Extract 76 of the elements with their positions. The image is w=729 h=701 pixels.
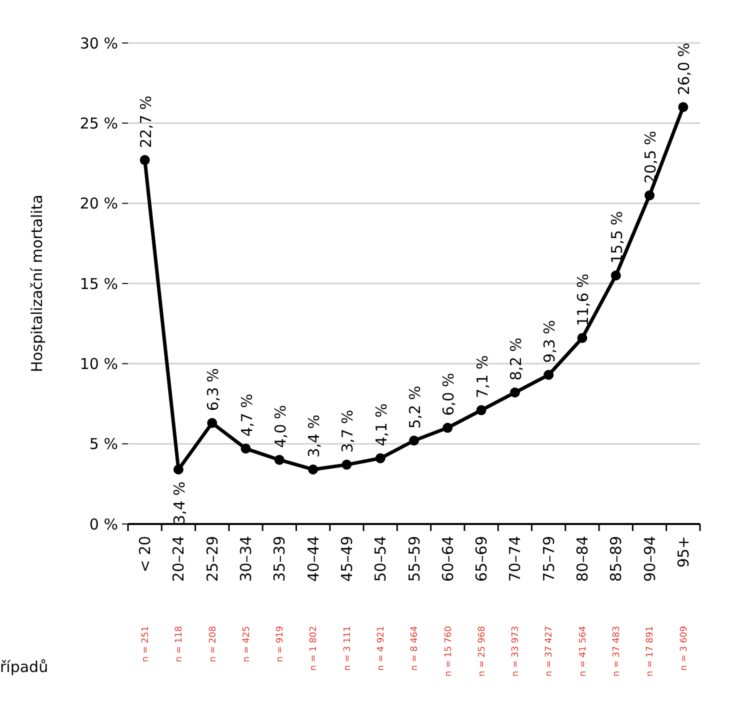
point (409, 436, 419, 446)
point (308, 464, 318, 474)
y-tick-label: 25 % (80, 114, 118, 132)
text: n = 17 891 (646, 626, 656, 676)
point (274, 454, 284, 465)
data-label: 26,0 % (675, 42, 694, 96)
text: n = 33 973 (511, 626, 522, 676)
point (476, 405, 486, 416)
x-tick-label: 95+ (674, 536, 692, 568)
x-tick-label: < 20 (136, 536, 154, 572)
x-tick-label: 30–34 (237, 536, 256, 582)
point (678, 102, 688, 112)
x-tick-label: 50–54 (372, 536, 390, 582)
text: řípadů (0, 658, 48, 676)
y-tick-label: 5 % (89, 435, 118, 454)
point (240, 444, 251, 454)
text: n = 37 427 (544, 626, 555, 676)
point (510, 388, 520, 398)
text: n = 41 564 (578, 626, 588, 676)
data-label: 11,6 % (574, 274, 592, 326)
text: n = 1 802 (309, 626, 320, 671)
text: n = 208 (208, 626, 218, 662)
point (140, 155, 150, 166)
x-tick-label: 65–69 (472, 536, 491, 582)
data-label: 9,3 % (540, 320, 559, 363)
point (644, 190, 655, 200)
data-label: 6,3 % (204, 368, 222, 411)
data-label: 6,0 % (440, 372, 458, 416)
point (442, 422, 453, 433)
x-tick-label: 90–94 (640, 536, 659, 582)
point (610, 270, 621, 280)
x-tick-label: 40–44 (304, 536, 322, 582)
x-tick-label: 75–79 (540, 536, 558, 582)
text: n = 118 (174, 626, 185, 662)
y-axis-title: Hospitalizační mortalita (28, 194, 46, 372)
text: n = 15 760 (444, 626, 454, 676)
x-tick-label: 85–89 (607, 536, 626, 582)
data-label: 5,2 % (406, 386, 424, 429)
text: n = 4 921 (376, 626, 387, 671)
x-tick-label: 80–84 (573, 536, 592, 582)
x-tick-label: 35–39 (270, 536, 289, 582)
x-tick-label: 70–74 (506, 536, 524, 582)
data-label: 4,1 % (372, 403, 390, 446)
point (207, 418, 218, 428)
x-tick-label: 20–24 (170, 536, 188, 582)
y-tick-label: 30 % (80, 34, 118, 52)
point (544, 370, 554, 380)
text: n = 3 609 (679, 626, 690, 671)
point (173, 464, 184, 474)
data-label: 3,4 % (305, 414, 324, 458)
x-tick-label: 45–49 (338, 536, 356, 582)
data-label: 7,1 % (473, 355, 492, 398)
text: n = 37 483 (612, 626, 622, 676)
point (342, 460, 352, 470)
text: n = 25 968 (477, 626, 488, 676)
data-label: 8,2 % (506, 338, 525, 381)
text: n = 919 (276, 626, 286, 662)
y-tick-label: 10 % (80, 354, 118, 373)
text: n = 425 (242, 626, 252, 662)
data-label: 4,7 % (238, 394, 256, 437)
y-tick-label: 15 % (80, 274, 118, 293)
point (577, 333, 588, 344)
data-label: 3,7 % (338, 410, 357, 453)
point (375, 453, 386, 464)
data-label: 3,4 % (170, 481, 188, 524)
x-tick-label: 55–59 (405, 536, 424, 582)
data-label: 15,5 % (608, 211, 626, 264)
y-tick-label: 0 % (89, 515, 118, 534)
text: n = 8 464 (410, 626, 420, 671)
text: n = 3 111 (342, 626, 353, 671)
x-tick-label: 60–64 (438, 536, 457, 582)
x-tick-label: 25–29 (203, 536, 222, 582)
text: n = 251 (140, 626, 151, 662)
data-label: 4,0 % (271, 404, 290, 448)
y-tick-label: 20 % (80, 194, 118, 213)
data-label: 22,7 % (136, 96, 155, 148)
